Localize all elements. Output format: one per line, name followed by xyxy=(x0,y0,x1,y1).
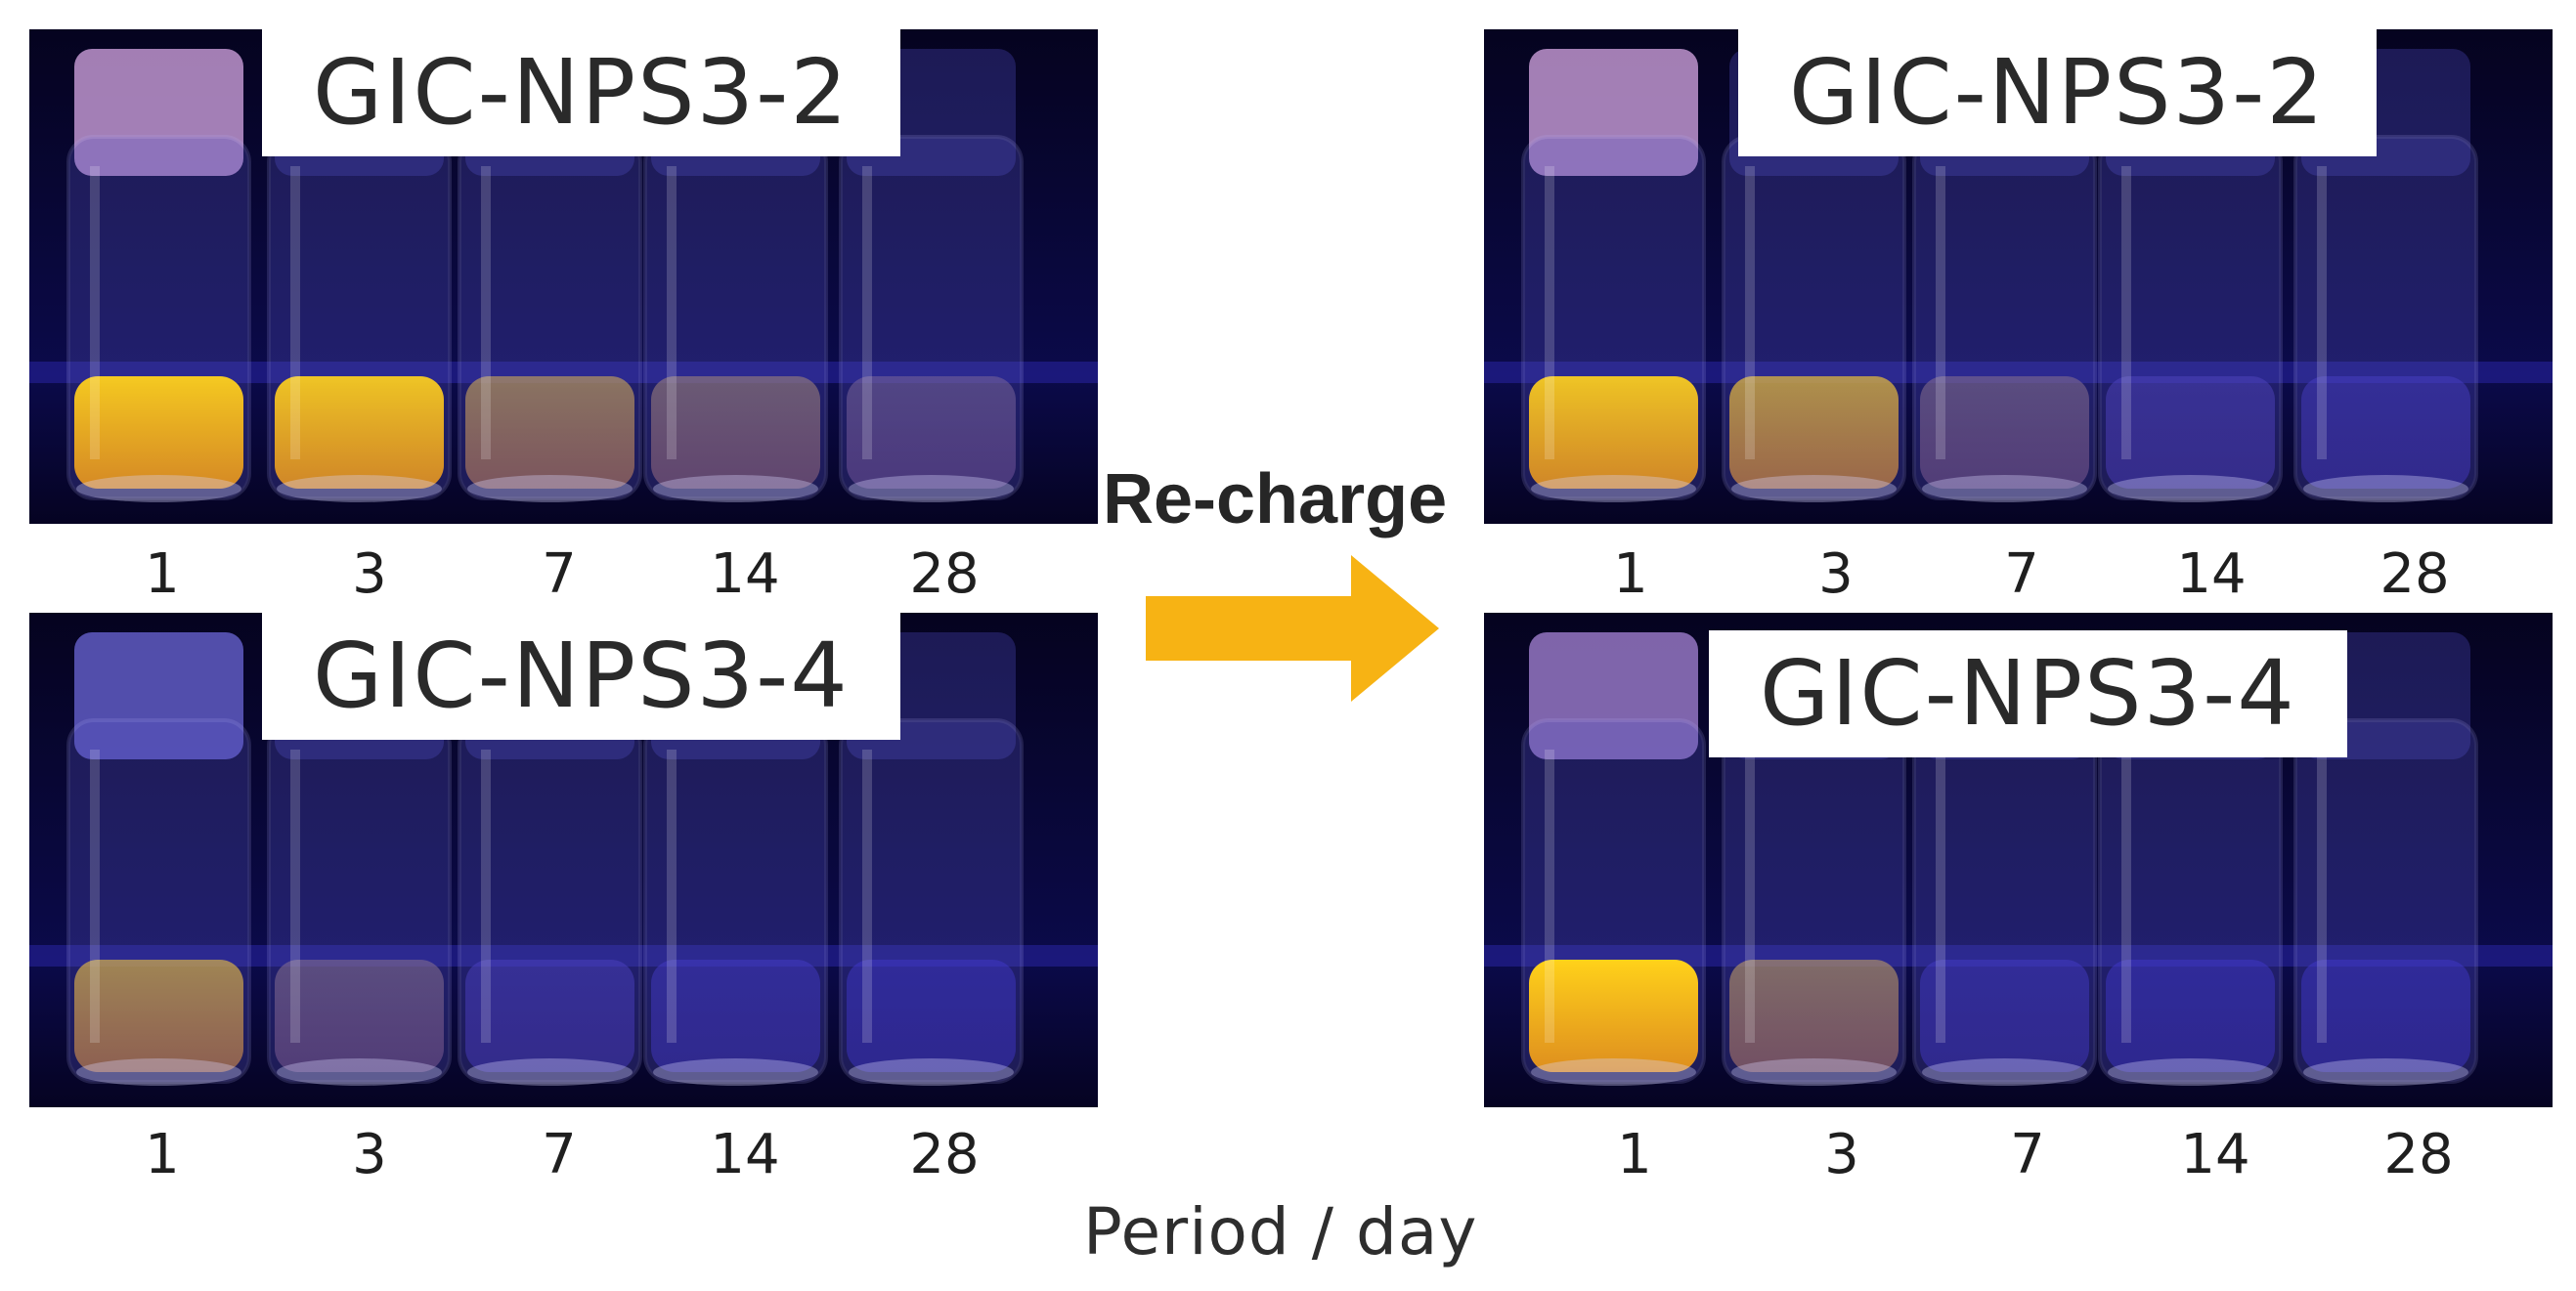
vial xyxy=(66,49,251,502)
day-label: 28 xyxy=(2383,1123,2454,1186)
vial-row-photo xyxy=(29,613,1098,1107)
day-label: 3 xyxy=(352,1123,387,1186)
day-label: 14 xyxy=(710,542,780,606)
day-labels-bottom-right: 1 3 7 14 28 xyxy=(0,1116,2576,1194)
day-label: 7 xyxy=(2010,1123,2045,1186)
photo-panel-gic-nps3-2-after: GIC-NPS3-2 xyxy=(1484,29,2553,524)
day-label: 1 xyxy=(1617,1123,1652,1186)
day-labels-top-right: 1 3 7 14 28 xyxy=(0,536,2576,614)
vial xyxy=(66,632,251,1086)
sample-label: GIC-NPS3-2 xyxy=(1738,29,2377,156)
photo-panel-gic-nps3-4-before: GIC-NPS3-4 xyxy=(29,613,1098,1107)
vial xyxy=(1912,49,2097,502)
day-labels-bottom-left: 1 3 7 14 28 xyxy=(0,1116,2576,1194)
vial xyxy=(2293,632,2478,1086)
sample-label: GIC-NPS3-4 xyxy=(262,613,900,740)
day-labels-top-left: 1 3 7 14 28 xyxy=(0,536,2576,614)
day-label: 7 xyxy=(542,1123,577,1186)
day-label: 28 xyxy=(2380,542,2450,606)
day-label: 3 xyxy=(1824,1123,1859,1186)
day-label: 28 xyxy=(909,1123,980,1186)
day-label: 1 xyxy=(1613,542,1648,606)
sample-label: GIC-NPS3-4 xyxy=(1709,630,2347,757)
vial xyxy=(1521,632,1706,1086)
day-label: 14 xyxy=(710,1123,780,1186)
day-label: 14 xyxy=(2176,542,2247,606)
sample-label: GIC-NPS3-2 xyxy=(262,29,900,156)
photo-panel-gic-nps3-4-after: GIC-NPS3-4 xyxy=(1484,613,2553,1107)
day-label: 3 xyxy=(1818,542,1854,606)
day-label: 14 xyxy=(2180,1123,2250,1186)
day-label: 7 xyxy=(2004,542,2039,606)
day-label: 1 xyxy=(145,542,180,606)
vial xyxy=(1521,49,1706,502)
right-arrow-icon xyxy=(1146,555,1439,702)
photo-panel-gic-nps3-2-before: GIC-NPS3-2 xyxy=(29,29,1098,524)
vial xyxy=(1722,49,1906,502)
x-axis-label: Period / day xyxy=(1083,1194,1478,1269)
recharge-label: Re-charge xyxy=(1103,460,1448,538)
day-label: 28 xyxy=(909,542,980,606)
day-label: 7 xyxy=(542,542,577,606)
day-label: 3 xyxy=(352,542,387,606)
vial-row-photo xyxy=(1484,29,2553,524)
day-label: 1 xyxy=(145,1123,180,1186)
